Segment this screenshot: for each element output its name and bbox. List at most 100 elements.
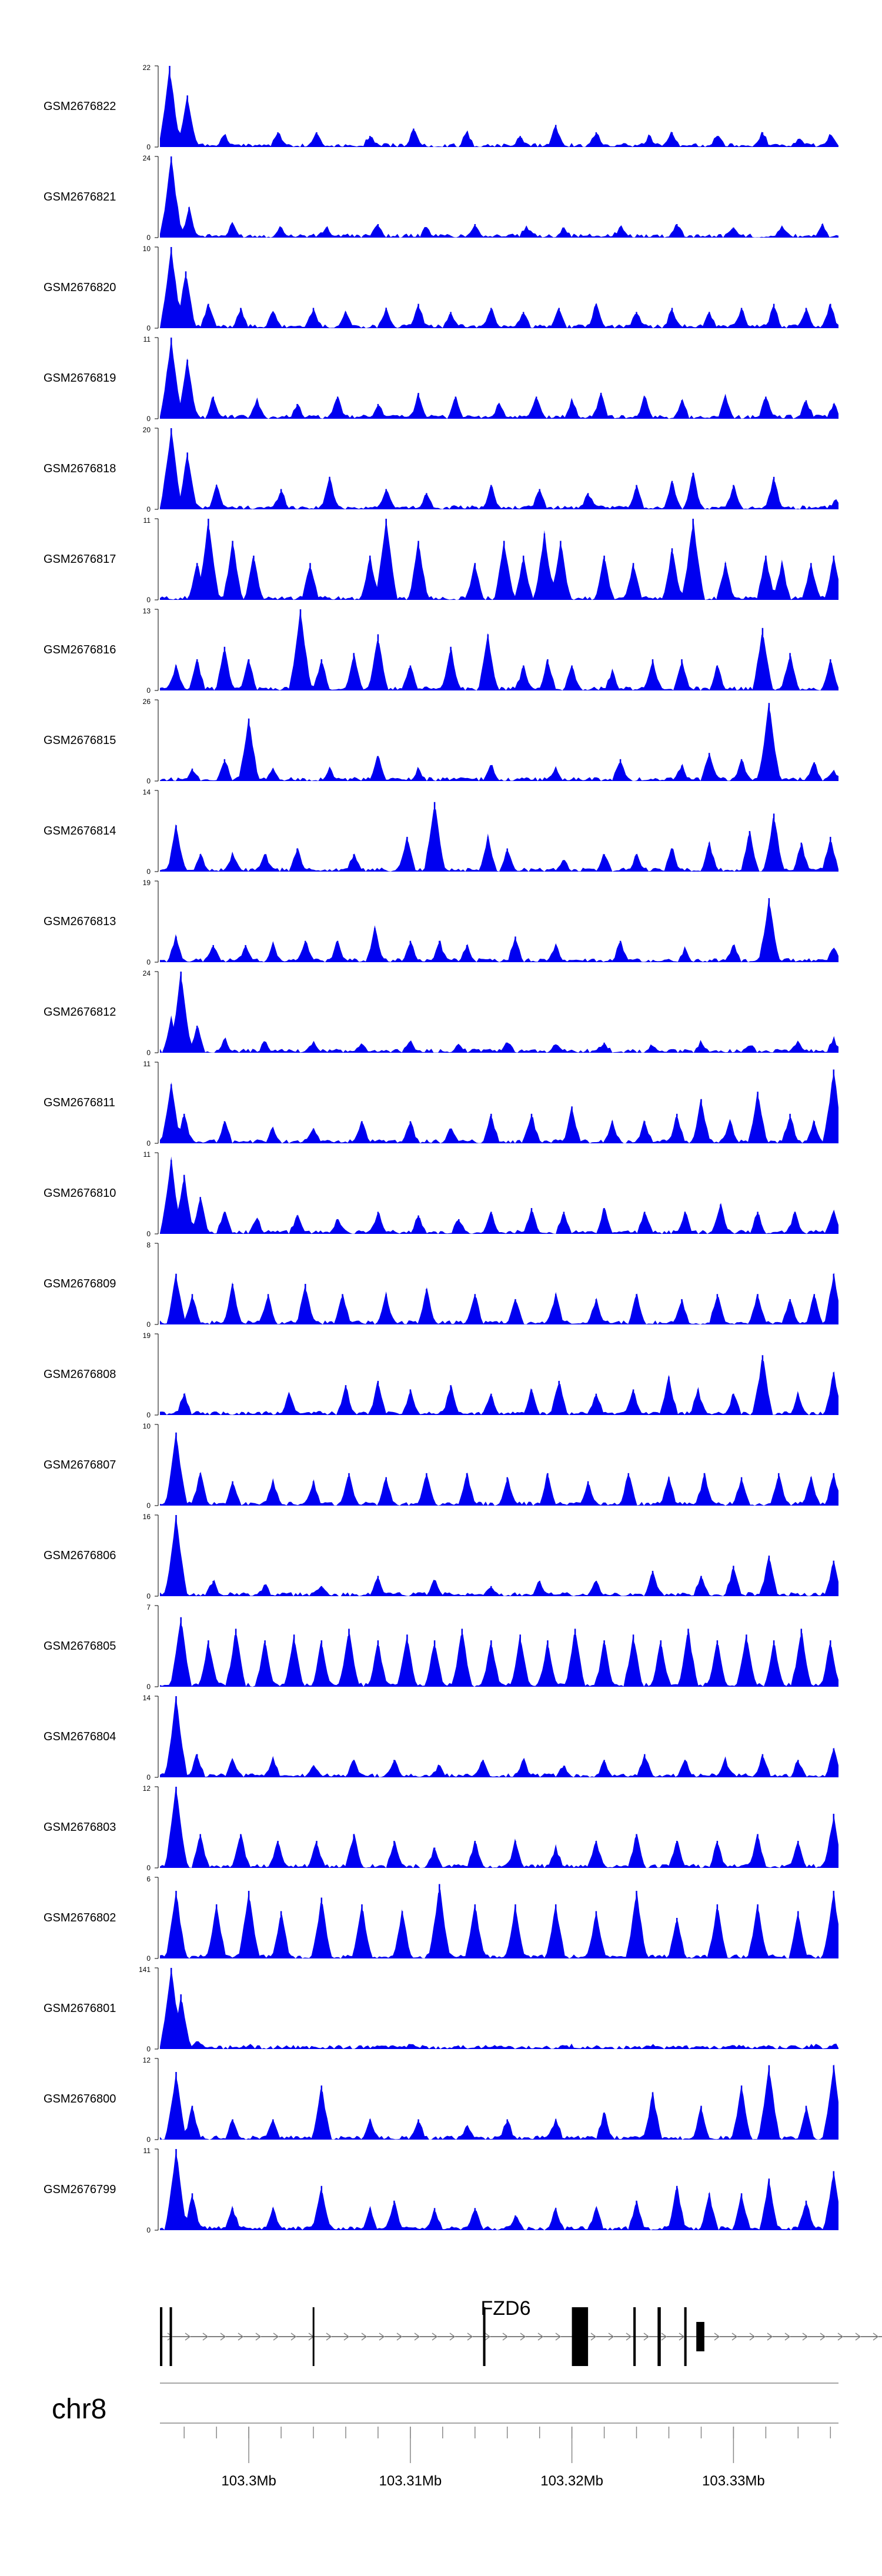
y-axis-min-label: 0 — [146, 1864, 151, 1872]
strand-chevron-icon — [537, 2333, 544, 2341]
strand-chevron-icon — [855, 2333, 861, 2341]
y-axis-min-label: 0 — [146, 143, 151, 151]
track-GSM2676800: GSM2676800 12 0 — [44, 2056, 838, 2144]
coverage-area — [160, 2151, 838, 2230]
strand-chevron-icon — [167, 2333, 173, 2341]
track-GSM2676801: GSM2676801 141 0 — [44, 1966, 838, 2053]
y-axis-max-label: 10 — [143, 1422, 151, 1430]
y-axis-min-label: 0 — [146, 1683, 151, 1691]
coverage-area — [160, 338, 838, 419]
y-axis-max-label: 19 — [143, 1332, 151, 1340]
gene-exon — [572, 2307, 589, 2366]
y-axis-min-label: 0 — [146, 777, 151, 785]
y-axis-min-label: 0 — [146, 505, 151, 513]
y-axis-min-label: 0 — [146, 686, 151, 695]
track-GSM2676810: GSM2676810 11 0 — [44, 1150, 838, 1238]
track-GSM2676805: GSM2676805 7 0 — [44, 1603, 838, 1691]
gene-label: FZD6 — [481, 2297, 531, 2320]
y-axis-max-label: 7 — [146, 1603, 151, 1611]
track-label: GSM2676805 — [44, 1640, 116, 1653]
strand-chevron-icon — [784, 2333, 791, 2341]
strand-chevron-icon — [290, 2333, 297, 2341]
strand-chevron-icon — [873, 2333, 879, 2341]
gene-exon — [160, 2307, 163, 2366]
y-axis-max-label: 12 — [143, 1784, 151, 1793]
strand-chevron-icon — [379, 2333, 385, 2341]
y-axis-min-label: 0 — [146, 1592, 151, 1600]
y-axis-min-label: 0 — [146, 2226, 151, 2234]
y-axis-min-label: 0 — [146, 1954, 151, 1963]
track-label: GSM2676814 — [44, 825, 116, 837]
coverage-tracks: GSM2676822220GSM2676821240GSM2676820100G… — [44, 64, 838, 2234]
strand-chevron-icon — [238, 2333, 244, 2341]
coverage-area — [160, 1359, 838, 1415]
track-label: GSM2676813 — [44, 915, 116, 928]
y-axis-max-label: 141 — [139, 1966, 151, 1974]
y-axis-max-label: 14 — [143, 788, 151, 796]
y-axis-min-label: 0 — [146, 2045, 151, 2053]
strand-chevron-icon — [820, 2333, 826, 2341]
gene-model — [160, 2307, 882, 2366]
coverage-area — [160, 1889, 838, 1958]
track-GSM2676806: GSM2676806 16 0 — [44, 1513, 838, 1600]
y-axis-max-label: 11 — [143, 1150, 151, 1159]
y-axis-min-label: 0 — [146, 1411, 151, 1419]
track-GSM2676813: GSM2676813 19 0 — [44, 879, 838, 966]
track-label: GSM2676816 — [44, 643, 116, 656]
strand-chevron-icon — [679, 2333, 685, 2341]
y-axis-max-label: 22 — [143, 64, 151, 72]
y-axis-max-label: 14 — [143, 1694, 151, 1702]
y-axis-max-label: 11 — [143, 2147, 151, 2155]
track-label: GSM2676820 — [44, 281, 116, 294]
coverage-area — [160, 1696, 838, 1777]
y-axis-min-label: 0 — [146, 1773, 151, 1781]
y-axis-min-label: 0 — [146, 1230, 151, 1238]
track-label: GSM2676822 — [44, 100, 116, 113]
strand-chevron-icon — [326, 2333, 332, 2341]
track-GSM2676807: GSM2676807 10 0 — [44, 1422, 838, 1510]
track-label: GSM2676821 — [44, 191, 116, 203]
track-label: GSM2676804 — [44, 1730, 116, 1743]
coverage-area — [160, 1515, 838, 1596]
coverage-area — [160, 1787, 838, 1868]
gene-track: FZD6 — [160, 2297, 882, 2366]
coverage-area — [160, 428, 838, 509]
strand-chevron-icon — [449, 2333, 456, 2341]
strand-chevron-icon — [661, 2333, 667, 2341]
gene-exon — [312, 2307, 315, 2366]
y-axis-max-label: 20 — [143, 426, 151, 434]
y-axis-min-label: 0 — [146, 233, 151, 242]
track-label: GSM2676812 — [44, 1006, 116, 1019]
strand-chevron-icon — [361, 2333, 368, 2341]
coverage-area — [160, 1622, 838, 1687]
coverage-area — [160, 974, 838, 1053]
gene-exon — [169, 2307, 172, 2366]
track-GSM2676808: GSM2676808 19 0 — [44, 1332, 838, 1419]
track-GSM2676812: GSM2676812 24 0 — [44, 969, 838, 1057]
y-axis-max-label: 16 — [143, 1513, 151, 1521]
coverage-area — [160, 705, 838, 781]
track-GSM2676799: GSM2676799 11 0 — [44, 2147, 838, 2234]
y-axis-max-label: 11 — [143, 1060, 151, 1068]
strand-chevron-icon — [520, 2333, 526, 2341]
strand-chevron-icon — [731, 2333, 738, 2341]
strand-chevron-icon — [502, 2333, 509, 2341]
track-GSM2676809: GSM2676809 8 0 — [44, 1241, 838, 1329]
strand-chevron-icon — [714, 2333, 720, 2341]
coverage-area — [160, 1272, 838, 1324]
strand-chevron-icon — [802, 2333, 808, 2341]
y-axis-min-label: 0 — [146, 958, 151, 966]
track-label: GSM2676811 — [44, 1096, 115, 1109]
track-GSM2676818: GSM2676818 20 0 — [44, 426, 838, 513]
track-label: GSM2676818 — [44, 462, 116, 475]
axis-tick-label: 103.33Mb — [702, 2473, 765, 2489]
track-GSM2676820: GSM2676820 10 0 — [44, 245, 838, 332]
chromosome-label: chr8 — [52, 2394, 106, 2425]
axis-tick-label: 103.31Mb — [379, 2473, 442, 2489]
track-GSM2676815: GSM2676815 26 0 — [44, 698, 838, 785]
track-label: GSM2676809 — [44, 1277, 116, 1290]
track-GSM2676802: GSM2676802 6 0 — [44, 1875, 838, 1963]
y-axis-max-label: 13 — [143, 607, 151, 615]
y-axis-min-label: 0 — [146, 1139, 151, 1147]
